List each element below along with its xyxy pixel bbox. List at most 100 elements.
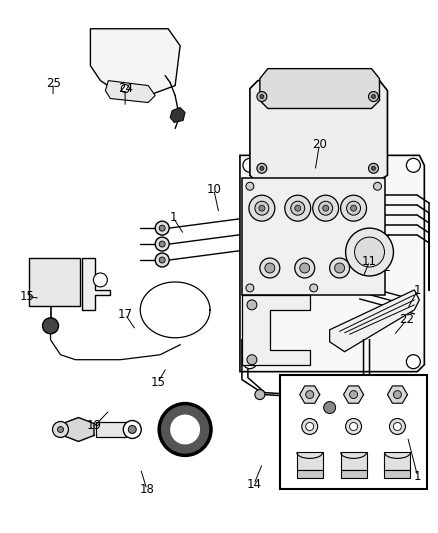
Bar [28, 258, 81, 306]
Text: 20: 20 [312, 138, 327, 151]
Text: 15: 15 [150, 376, 165, 389]
Circle shape [355, 237, 385, 267]
Circle shape [393, 423, 401, 431]
Bar [385, 470, 410, 478]
Circle shape [406, 355, 420, 369]
Circle shape [260, 166, 264, 171]
Polygon shape [388, 386, 407, 403]
Circle shape [330, 258, 350, 278]
Text: 14: 14 [247, 478, 261, 491]
Circle shape [371, 166, 375, 171]
Text: 18: 18 [140, 483, 155, 496]
Circle shape [128, 425, 136, 433]
Circle shape [313, 195, 339, 221]
Circle shape [159, 257, 165, 263]
Circle shape [53, 422, 68, 438]
Circle shape [57, 426, 64, 432]
Circle shape [406, 158, 420, 172]
Circle shape [121, 85, 129, 93]
Text: 22: 22 [399, 313, 414, 326]
Circle shape [319, 201, 332, 215]
Circle shape [247, 300, 257, 310]
Polygon shape [318, 393, 342, 422]
Polygon shape [90, 29, 180, 95]
Text: 1: 1 [414, 284, 421, 297]
Polygon shape [82, 258, 110, 310]
Circle shape [350, 387, 360, 398]
Circle shape [257, 92, 267, 101]
Bar [297, 470, 323, 478]
Circle shape [246, 182, 254, 190]
Circle shape [243, 158, 257, 172]
Text: 10: 10 [206, 183, 221, 196]
Text: 25: 25 [46, 77, 60, 90]
Circle shape [346, 201, 360, 215]
Circle shape [302, 418, 318, 434]
Bar [385, 453, 410, 470]
Polygon shape [242, 178, 385, 295]
Circle shape [324, 401, 336, 414]
Circle shape [295, 258, 314, 278]
Circle shape [305, 393, 314, 402]
Circle shape [368, 92, 378, 101]
Circle shape [306, 391, 314, 399]
Circle shape [346, 418, 361, 434]
Bar [341, 453, 367, 470]
Polygon shape [240, 155, 424, 372]
Circle shape [155, 253, 169, 267]
Text: 17: 17 [118, 308, 133, 321]
Circle shape [368, 163, 378, 173]
Circle shape [260, 94, 264, 99]
Polygon shape [300, 386, 320, 403]
Circle shape [306, 423, 314, 431]
Circle shape [374, 182, 381, 190]
Polygon shape [106, 80, 155, 102]
Bar [280, 375, 427, 489]
Bar [96, 422, 126, 438]
Circle shape [310, 284, 318, 292]
Circle shape [389, 418, 406, 434]
Circle shape [291, 201, 305, 215]
Circle shape [295, 205, 301, 211]
Circle shape [155, 237, 169, 251]
Circle shape [255, 201, 269, 215]
Text: 1: 1 [170, 211, 177, 224]
Polygon shape [260, 69, 379, 109]
Circle shape [341, 195, 367, 221]
Circle shape [155, 221, 169, 235]
Circle shape [170, 415, 200, 445]
Circle shape [159, 225, 165, 231]
Circle shape [323, 205, 328, 211]
Circle shape [350, 423, 357, 431]
Polygon shape [250, 80, 388, 183]
Text: 1: 1 [414, 470, 421, 483]
Circle shape [249, 195, 275, 221]
Bar [297, 453, 323, 470]
Polygon shape [330, 290, 419, 352]
Circle shape [255, 390, 265, 400]
Text: 19: 19 [87, 419, 102, 432]
Circle shape [265, 263, 275, 273]
Polygon shape [242, 295, 310, 365]
Polygon shape [170, 108, 185, 123]
Polygon shape [63, 417, 94, 441]
Circle shape [243, 355, 257, 369]
Circle shape [260, 258, 280, 278]
Circle shape [350, 205, 357, 211]
Circle shape [285, 195, 311, 221]
Circle shape [159, 403, 211, 455]
Circle shape [159, 241, 165, 247]
Circle shape [247, 355, 257, 365]
Circle shape [350, 391, 357, 399]
Circle shape [259, 205, 265, 211]
Circle shape [393, 391, 401, 399]
Circle shape [93, 273, 107, 287]
Circle shape [335, 263, 345, 273]
Circle shape [371, 94, 375, 99]
Text: 11: 11 [362, 255, 377, 268]
Circle shape [42, 318, 59, 334]
Circle shape [300, 263, 310, 273]
Text: 24: 24 [118, 82, 133, 95]
Circle shape [257, 163, 267, 173]
Circle shape [346, 228, 393, 276]
